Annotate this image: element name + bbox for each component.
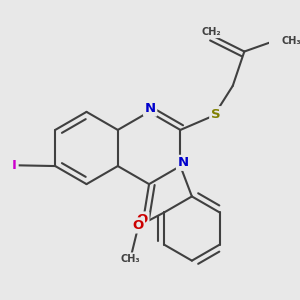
Text: O: O <box>137 213 148 226</box>
Text: I: I <box>12 159 17 172</box>
Text: O: O <box>132 219 143 232</box>
Text: S: S <box>211 108 220 121</box>
Text: N: N <box>178 156 189 169</box>
Text: N: N <box>145 102 156 115</box>
Text: CH₃: CH₃ <box>281 36 300 46</box>
Text: CH₃: CH₃ <box>121 254 141 264</box>
Text: CH₂: CH₂ <box>202 27 221 37</box>
